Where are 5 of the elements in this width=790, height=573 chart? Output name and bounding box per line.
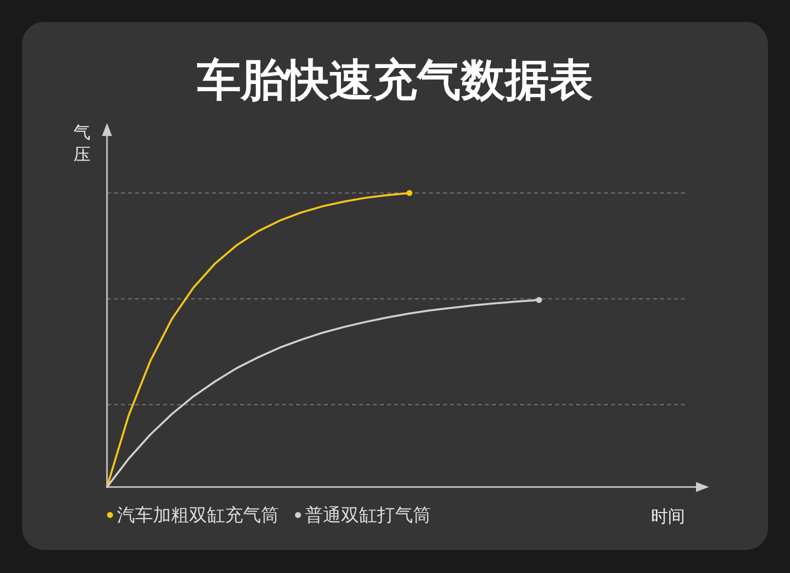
- legend-label: 普通双缸打气筒: [305, 505, 431, 526]
- y-axis-title: 气压: [74, 123, 90, 165]
- chart-title: 车胎快速充气数据表: [197, 55, 593, 106]
- legend-label: 汽车加粗双缸充气筒: [117, 505, 279, 526]
- text: 时间: [651, 507, 685, 527]
